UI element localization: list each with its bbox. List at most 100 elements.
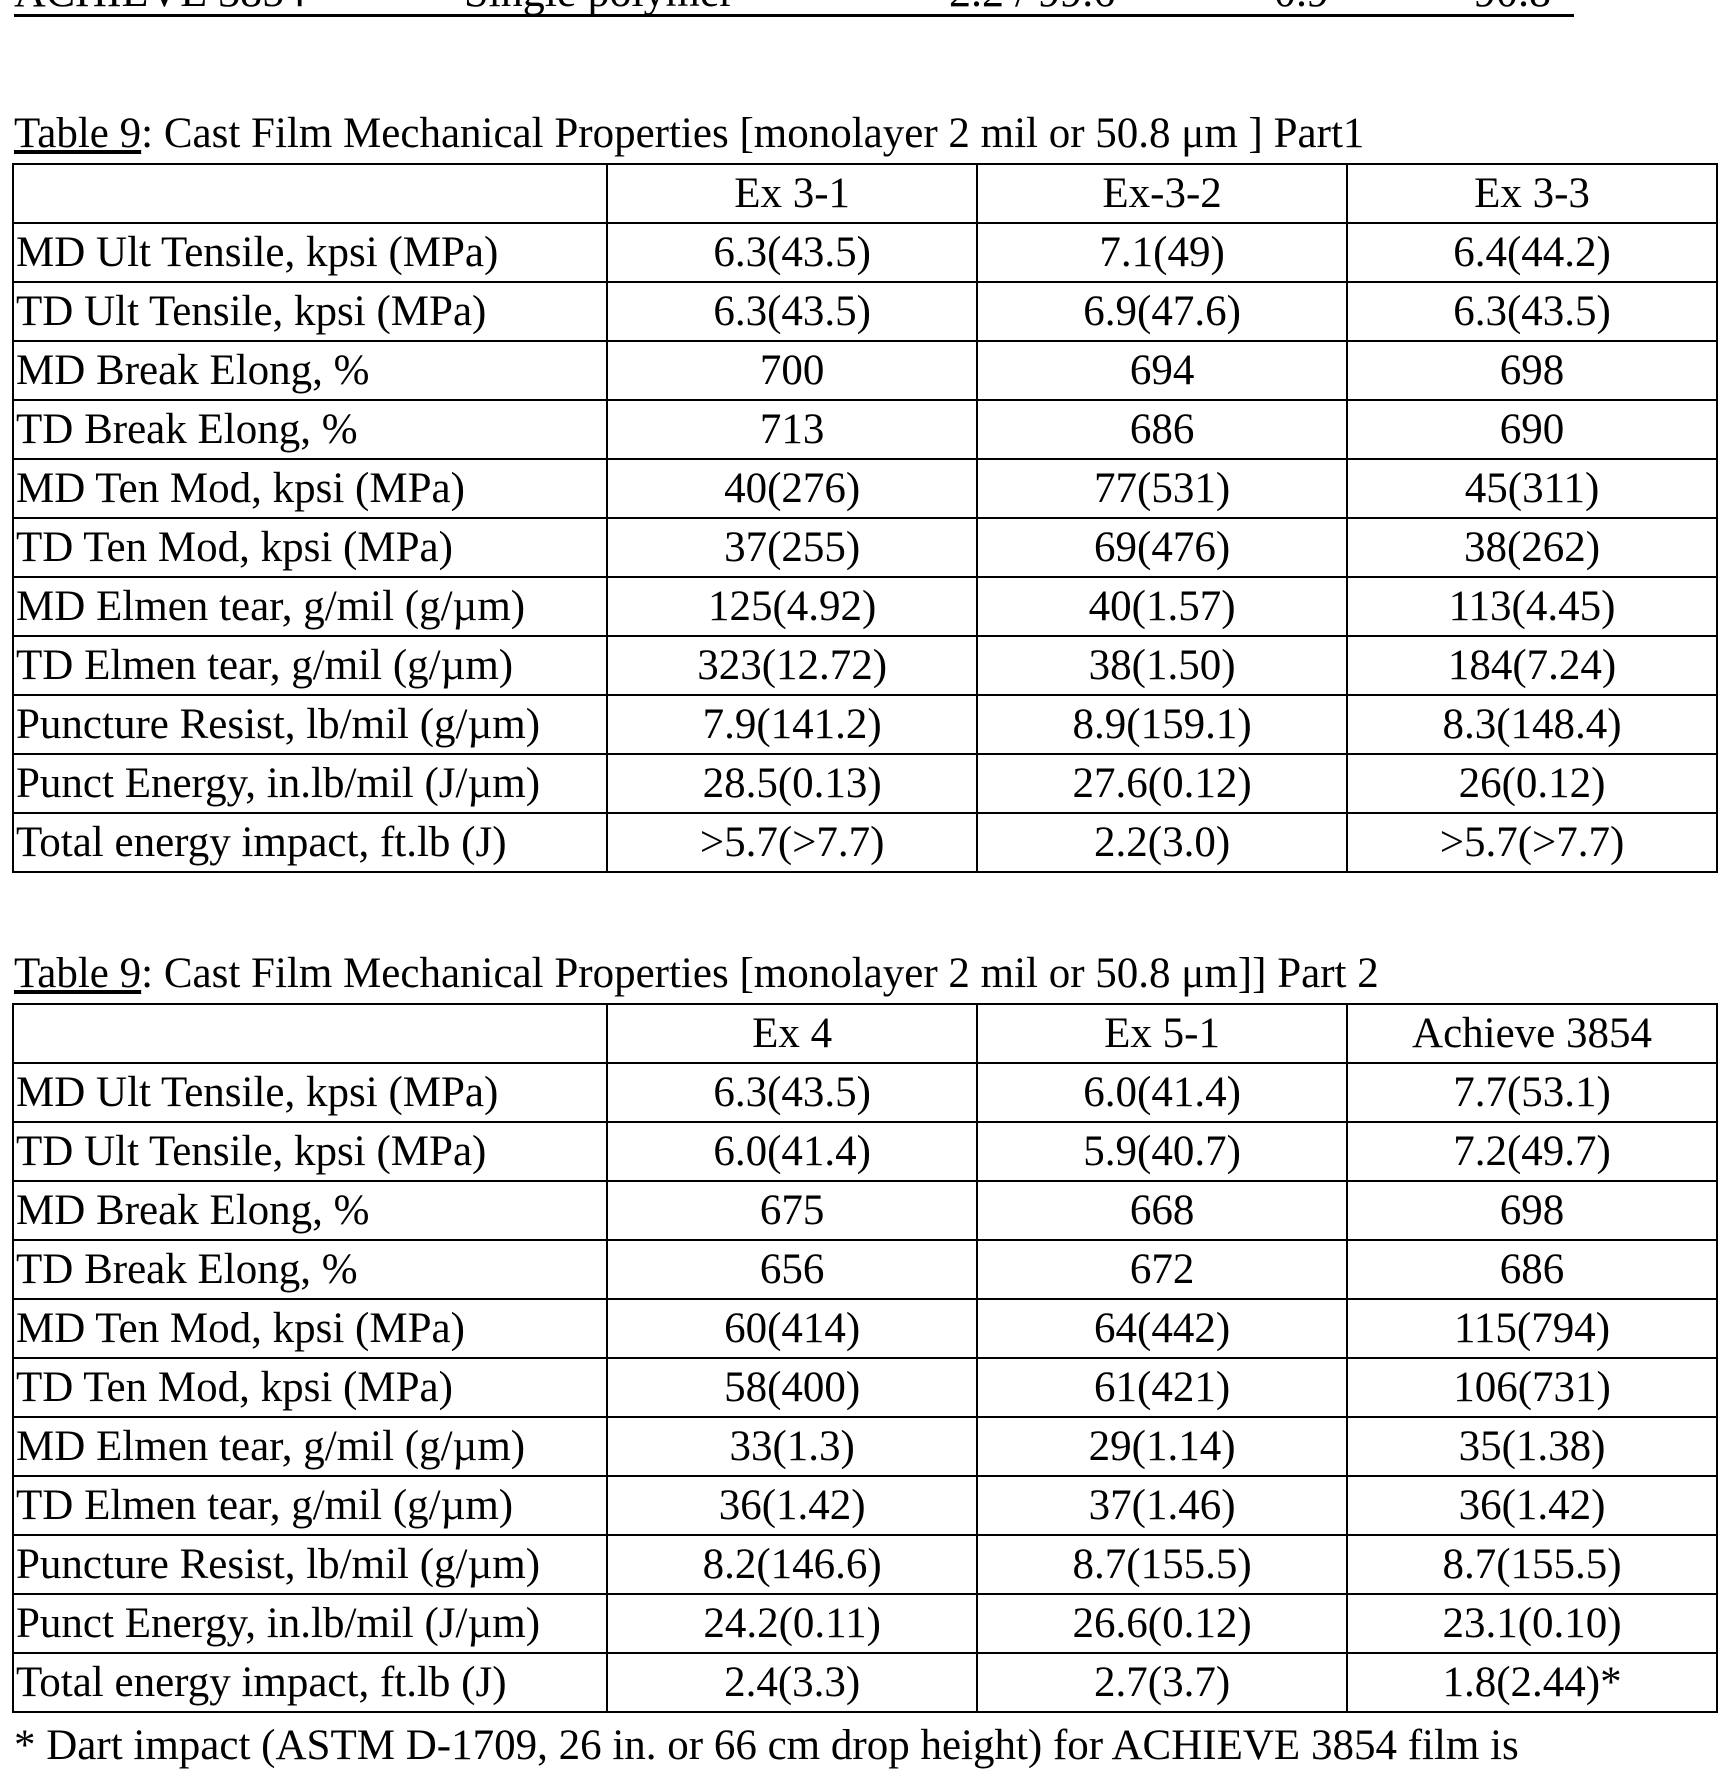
table-row: Punct Energy, in.lb/mil (J/µm)28.5(0.13)… <box>13 754 1717 813</box>
table-row: MD Break Elong, %675668698 <box>13 1181 1717 1240</box>
table-cell: 6.4(44.2) <box>1347 223 1717 282</box>
table-row: MD Elmen tear, g/mil (g/µm)125(4.92)40(1… <box>13 577 1717 636</box>
cell: Single polymer <box>464 0 734 14</box>
table-cell: 694 <box>977 341 1347 400</box>
row-label: Puncture Resist, lb/mil (g/µm) <box>13 1535 607 1594</box>
table-cell: 656 <box>607 1240 977 1299</box>
column-header: Achieve 3854 <box>1347 1004 1717 1063</box>
table-cell: 113(4.45) <box>1347 577 1717 636</box>
table-row: TD Break Elong, %713686690 <box>13 400 1717 459</box>
table-row: TD Elmen tear, g/mil (g/µm)36(1.42)37(1.… <box>13 1476 1717 1535</box>
table-cell: 6.0(41.4) <box>977 1063 1347 1122</box>
table-cell: 6.0(41.4) <box>607 1122 977 1181</box>
table-part1: Ex 3-1Ex-3-2Ex 3-3MD Ult Tensile, kpsi (… <box>12 163 1718 873</box>
table-cell: 45(311) <box>1347 459 1717 518</box>
table-cell: 38(262) <box>1347 518 1717 577</box>
row-label: Total energy impact, ft.lb (J) <box>13 1653 607 1712</box>
row-label: MD Elmen tear, g/mil (g/µm) <box>13 577 607 636</box>
column-header: Ex 3-1 <box>607 164 977 223</box>
column-header <box>13 1004 607 1063</box>
table-cell: 6.3(43.5) <box>1347 282 1717 341</box>
table-cell: 38(1.50) <box>977 636 1347 695</box>
table-row: Puncture Resist, lb/mil (g/µm)7.9(141.2)… <box>13 695 1717 754</box>
table-cell: 24.2(0.11) <box>607 1594 977 1653</box>
cell: 2.2 / 99.6 <box>949 0 1115 14</box>
row-label: Puncture Resist, lb/mil (g/µm) <box>13 695 607 754</box>
table-cell: >5.7(>7.7) <box>1347 813 1717 872</box>
row-label: TD Break Elong, % <box>13 400 607 459</box>
table-cell: 184(7.24) <box>1347 636 1717 695</box>
row-label: Punct Energy, in.lb/mil (J/µm) <box>13 1594 607 1653</box>
table-row: MD Ten Mod, kpsi (MPa)40(276)77(531)45(3… <box>13 459 1717 518</box>
row-label: MD Ten Mod, kpsi (MPa) <box>13 459 607 518</box>
table-cell: 28.5(0.13) <box>607 754 977 813</box>
table-cell: 5.9(40.7) <box>977 1122 1347 1181</box>
table-row: MD Ult Tensile, kpsi (MPa)6.3(43.5)6.0(4… <box>13 1063 1717 1122</box>
table-row: TD Break Elong, %656672686 <box>13 1240 1717 1299</box>
table-cell: 26(0.12) <box>1347 754 1717 813</box>
table-cell: 690 <box>1347 400 1717 459</box>
table-cell: 7.7(53.1) <box>1347 1063 1717 1122</box>
column-header: Ex 4 <box>607 1004 977 1063</box>
row-label: TD Ten Mod, kpsi (MPa) <box>13 1358 607 1417</box>
table-cell: 2.7(3.7) <box>977 1653 1347 1712</box>
cell: 0.9 <box>1274 0 1329 14</box>
row-label: TD Ten Mod, kpsi (MPa) <box>13 518 607 577</box>
cell: ACHIEVE 3854 <box>14 0 306 14</box>
table-cell: 1.8(2.44)* <box>1347 1653 1717 1712</box>
table-cell: 6.3(43.5) <box>607 282 977 341</box>
table-part2: Ex 4Ex 5-1Achieve 3854MD Ult Tensile, kp… <box>12 1003 1718 1713</box>
table-cell: 115(794) <box>1347 1299 1717 1358</box>
table-cell: 675 <box>607 1181 977 1240</box>
row-label: MD Elmen tear, g/mil (g/µm) <box>13 1417 607 1476</box>
header-row: Ex 4Ex 5-1Achieve 3854 <box>13 1004 1717 1063</box>
table-cell: 26.6(0.12) <box>977 1594 1347 1653</box>
table-cell: 69(476) <box>977 518 1347 577</box>
previous-table-last-row: ACHIEVE 3854 Single polymer 2.2 / 99.6 0… <box>14 0 1574 17</box>
row-label: TD Elmen tear, g/mil (g/µm) <box>13 636 607 695</box>
table-cell: 58(400) <box>607 1358 977 1417</box>
table-cell: 700 <box>607 341 977 400</box>
table-cell: 6.3(43.5) <box>607 1063 977 1122</box>
row-label: TD Break Elong, % <box>13 1240 607 1299</box>
table-caption-part1: Table 9: Cast Film Mechanical Properties… <box>14 110 1364 158</box>
table-cell: 7.2(49.7) <box>1347 1122 1717 1181</box>
table-cell: 698 <box>1347 1181 1717 1240</box>
table-cell: 125(4.92) <box>607 577 977 636</box>
table-row: Total energy impact, ft.lb (J)>5.7(>7.7)… <box>13 813 1717 872</box>
table-cell: 8.2(146.6) <box>607 1535 977 1594</box>
table-row: TD Elmen tear, g/mil (g/µm)323(12.72)38(… <box>13 636 1717 695</box>
table-row: TD Ult Tensile, kpsi (MPa)6.0(41.4)5.9(4… <box>13 1122 1717 1181</box>
row-label: TD Elmen tear, g/mil (g/µm) <box>13 1476 607 1535</box>
row-label: MD Ult Tensile, kpsi (MPa) <box>13 1063 607 1122</box>
table-cell: 60(414) <box>607 1299 977 1358</box>
table-row: TD Ten Mod, kpsi (MPa)58(400)61(421)106(… <box>13 1358 1717 1417</box>
table-cell: 23.1(0.10) <box>1347 1594 1717 1653</box>
table-cell: 8.3(148.4) <box>1347 695 1717 754</box>
caption-ref: Table 9 <box>14 110 141 157</box>
table-cell: 6.3(43.5) <box>607 223 977 282</box>
row-label: MD Ten Mod, kpsi (MPa) <box>13 1299 607 1358</box>
table-cell: 713 <box>607 400 977 459</box>
column-header <box>13 164 607 223</box>
table-cell: 37(255) <box>607 518 977 577</box>
row-label: MD Ult Tensile, kpsi (MPa) <box>13 223 607 282</box>
table-cell: 106(731) <box>1347 1358 1717 1417</box>
table-cell: 36(1.42) <box>607 1476 977 1535</box>
table-caption-part2: Table 9: Cast Film Mechanical Properties… <box>14 950 1379 998</box>
table-row: MD Ten Mod, kpsi (MPa)60(414)64(442)115(… <box>13 1299 1717 1358</box>
caption-text: : Cast Film Mechanical Properties [monol… <box>141 950 1379 997</box>
column-header: Ex 3-3 <box>1347 164 1717 223</box>
row-label: MD Break Elong, % <box>13 341 607 400</box>
column-header: Ex 5-1 <box>977 1004 1347 1063</box>
table-row: MD Ult Tensile, kpsi (MPa)6.3(43.5)7.1(4… <box>13 223 1717 282</box>
table-row: Puncture Resist, lb/mil (g/µm)8.2(146.6)… <box>13 1535 1717 1594</box>
table-cell: 8.7(155.5) <box>1347 1535 1717 1594</box>
header-row: Ex 3-1Ex-3-2Ex 3-3 <box>13 164 1717 223</box>
table-cell: 35(1.38) <box>1347 1417 1717 1476</box>
table-cell: 8.9(159.1) <box>977 695 1347 754</box>
table-cell: 2.4(3.3) <box>607 1653 977 1712</box>
table-cell: 61(421) <box>977 1358 1347 1417</box>
table-cell: 40(1.57) <box>977 577 1347 636</box>
table-cell: 323(12.72) <box>607 636 977 695</box>
